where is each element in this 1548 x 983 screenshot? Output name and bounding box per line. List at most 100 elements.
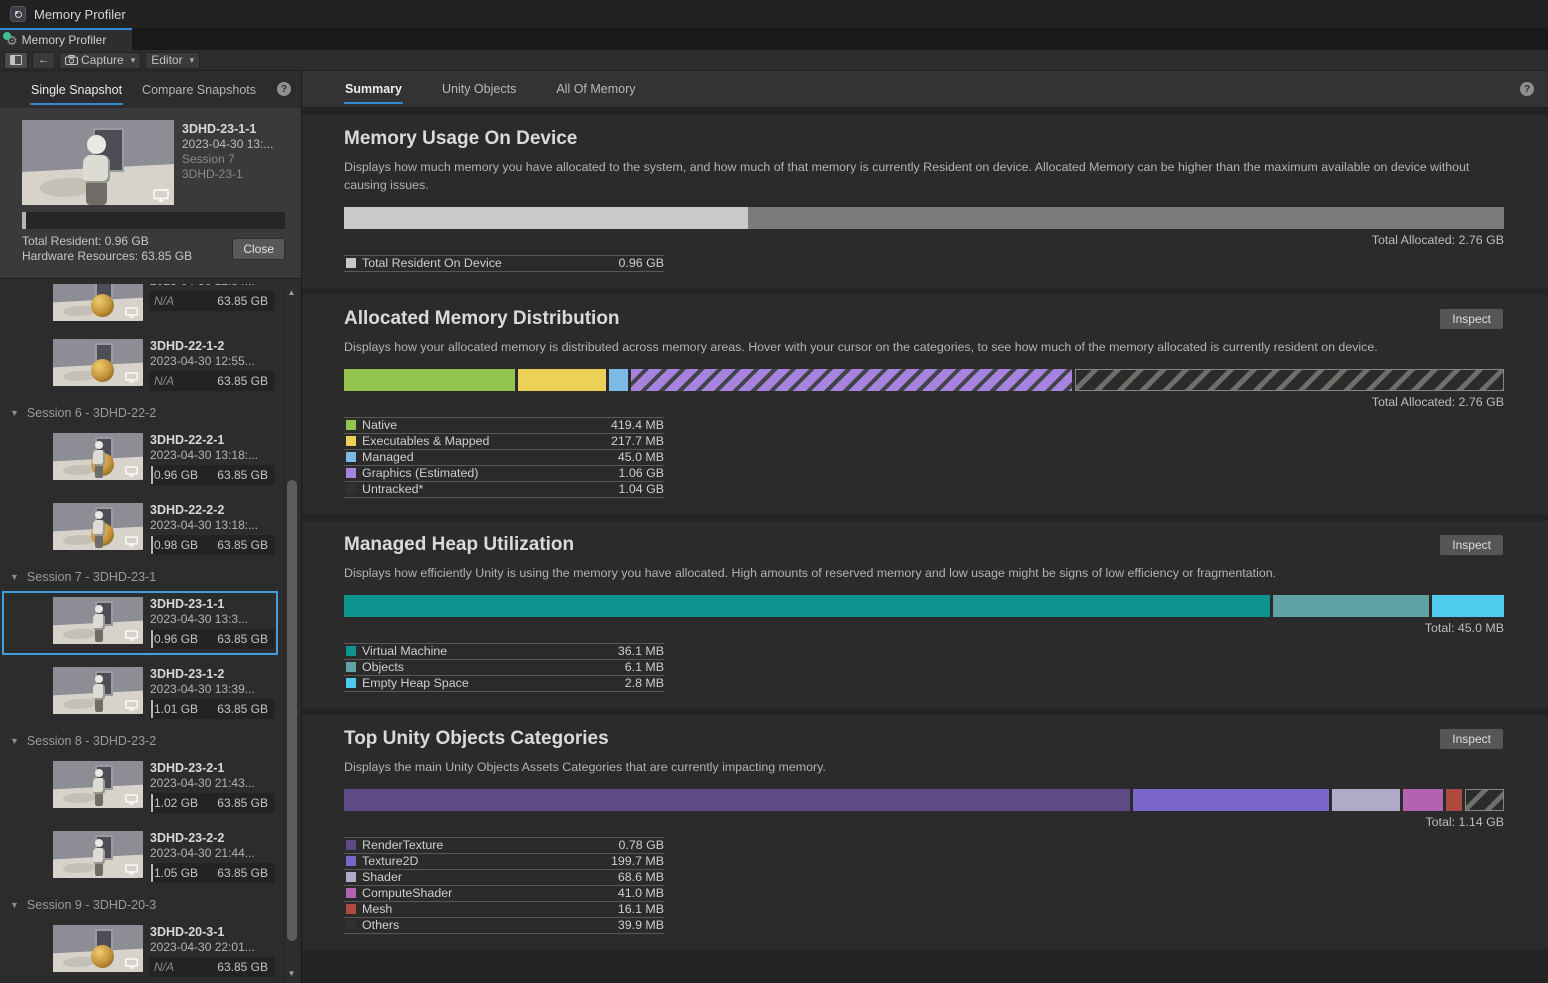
inspect-button[interactable]: Inspect: [1439, 533, 1504, 556]
snapshot-item[interactable]: 3DHD-22-1-2 2023-04-30 12:55... N/A 63.85 G…: [2, 333, 278, 397]
legend-row[interactable]: Native 419.4 MB: [344, 418, 664, 434]
bar-segment[interactable]: [1331, 788, 1400, 811]
snapshot-item[interactable]: 2023-04-30 12:54... N/A 63.85 GB: [2, 284, 278, 327]
snapshot-title: 3DHD-23-1-1: [182, 122, 257, 136]
legend-row[interactable]: ComputeShader 41.0 MB: [344, 886, 664, 902]
editor-target-dropdown[interactable]: Editor ▾: [145, 51, 201, 69]
snapshot-item[interactable]: 3DHD-22-2-2 2023-04-30 13:18:... 0.98 GB 63…: [2, 497, 278, 561]
bar-segment[interactable]: [344, 368, 515, 391]
tab-all-of-memory[interactable]: All Of Memory: [556, 82, 636, 96]
legend-value: 6.1 MB: [624, 660, 664, 675]
bar-segment[interactable]: [609, 368, 628, 391]
snapshot-title: 3DHD-22-2-2: [150, 503, 225, 517]
session-header[interactable]: ▼ Session 6 - 3DHD-22-2: [0, 403, 282, 425]
legend-row[interactable]: Texture2D 199.7 MB: [344, 854, 664, 870]
sidebar-scrollbar[interactable]: ▲ ▼: [284, 284, 298, 983]
legend-row[interactable]: Graphics (Estimated) 1.06 GB: [344, 466, 664, 482]
panel-toggle-icon: [10, 55, 22, 65]
sidebar-help-icon[interactable]: ?: [277, 82, 291, 96]
monitor-icon: [125, 630, 138, 641]
bar-segment[interactable]: [344, 206, 748, 229]
snapshot-thumbnail: [53, 761, 143, 808]
snapshot-title: 3DHD-23-2-1: [150, 761, 225, 775]
bar-segment[interactable]: [1432, 594, 1504, 617]
snapshot-memory-chip: N/A 63.85 GB: [150, 371, 274, 391]
legend-label: Texture2D: [362, 854, 419, 869]
legend-row[interactable]: Shader 68.6 MB: [344, 870, 664, 886]
bar-segment[interactable]: [344, 788, 1130, 811]
snapshot-item[interactable]: 3DHD-23-2-1 2023-04-30 21:43... 1.02 GB 63.…: [2, 755, 278, 819]
section-top-unity-objects-categories: Top Unity Objects Categories Inspect Dis…: [302, 714, 1548, 950]
legend-row[interactable]: RenderTexture 0.78 GB: [344, 838, 664, 854]
legend-label: Virtual Machine: [362, 644, 448, 659]
legend-row[interactable]: Managed 45.0 MB: [344, 450, 664, 466]
session-label: Session 8 - 3DHD-23-2: [26, 734, 157, 748]
snapshot-date: 2023-04-30 12:55...: [150, 354, 255, 368]
bar-segment[interactable]: [1464, 788, 1504, 811]
session-label: Session 7 - 3DHD-23-1: [26, 570, 157, 584]
bar-segment[interactable]: [1402, 788, 1443, 811]
main-help-icon[interactable]: ?: [1520, 82, 1534, 96]
session-header[interactable]: ▼ Session 9 - 3DHD-20-3: [0, 895, 282, 917]
capture-button[interactable]: Capture ▾: [59, 51, 142, 69]
main-panel: Summary Unity Objects All Of Memory ? Me…: [302, 71, 1548, 983]
snapshot-thumbnail: [53, 284, 143, 321]
inspect-button[interactable]: Inspect: [1439, 307, 1504, 330]
scroll-down-icon[interactable]: ▼: [287, 969, 296, 978]
monitor-icon: [125, 536, 138, 547]
legend-row[interactable]: Mesh 16.1 MB: [344, 902, 664, 918]
scroll-up-icon[interactable]: ▲: [287, 288, 296, 297]
legend-row[interactable]: Executables & Mapped 217.7 MB: [344, 434, 664, 450]
session-header[interactable]: ▼ Session 7 - 3DHD-23-1: [0, 567, 282, 589]
legend-row[interactable]: Total Resident On Device 0.96 GB: [344, 256, 664, 272]
bar-segment[interactable]: [1132, 788, 1329, 811]
chevron-down-icon: ▾: [130, 54, 136, 65]
bar-segment[interactable]: [1075, 368, 1504, 391]
import-snapshot-button[interactable]: ←: [32, 51, 55, 69]
snapshot-thumbnail: [53, 667, 143, 714]
bar-total-label: Total Allocated: 2.76 GB: [1371, 394, 1504, 409]
legend-row[interactable]: Others 39.9 MB: [344, 918, 664, 934]
snapshot-session: Session 7: [182, 152, 235, 166]
tab-single-snapshot[interactable]: Single Snapshot: [30, 72, 124, 108]
details-panel-toggle-button[interactable]: [4, 51, 28, 69]
collapse-arrow-icon: ▼: [10, 572, 19, 582]
inspect-button[interactable]: Inspect: [1439, 727, 1504, 750]
legend-value: 16.1 MB: [617, 902, 664, 917]
chevron-down-icon: ▾: [189, 54, 195, 65]
legend-label: RenderTexture: [362, 838, 444, 853]
tab-summary[interactable]: Summary: [344, 71, 403, 107]
section-description: Displays how your allocated memory is di…: [344, 339, 1378, 354]
legend-value: 217.7 MB: [610, 434, 664, 449]
snapshot-item[interactable]: 3DHD-20-3-1 2023-04-30 22:01... N/A 63.85 G…: [2, 919, 278, 983]
bar-segment[interactable]: [344, 594, 1270, 617]
legend-label: Shader: [362, 870, 402, 885]
bar-segment[interactable]: [1445, 788, 1462, 811]
legend-row[interactable]: Objects 6.1 MB: [344, 660, 664, 676]
snapshot-memory-chip: N/A 63.85 GB: [150, 957, 274, 977]
summary-sections: Memory Usage On Device Displays how much…: [302, 108, 1548, 983]
snapshot-thumbnail: [53, 831, 143, 878]
session-header[interactable]: ▼ Session 8 - 3DHD-23-2: [0, 731, 282, 753]
snapshot-item[interactable]: 3DHD-23-1-1 2023-04-30 13:3... 0.96 GB 63.8…: [2, 591, 278, 655]
legend-table: Native 419.4 MB Executables & Mapped 217.7 …: [344, 416, 664, 498]
legend-row[interactable]: Untracked* 1.04 GB: [344, 482, 664, 498]
tab-unity-objects[interactable]: Unity Objects: [441, 82, 517, 96]
snapshot-item[interactable]: 3DHD-23-1-2 2023-04-30 13:39... 1.01 GB 63.…: [2, 661, 278, 725]
legend-label: Graphics (Estimated): [362, 466, 479, 481]
snapshot-item[interactable]: 3DHD-23-2-2 2023-04-30 21:44... 1.05 GB 63.…: [2, 825, 278, 889]
snapshot-item[interactable]: 3DHD-22-2-1 2023-04-30 13:18:... 0.96 GB 63…: [2, 427, 278, 491]
close-snapshot-button[interactable]: Close: [232, 238, 285, 260]
legend-row[interactable]: Empty Heap Space 2.8 MB: [344, 676, 664, 692]
bar-segment[interactable]: [517, 368, 607, 391]
legend-swatch-icon: [346, 856, 356, 867]
tab-compare-snapshots[interactable]: Compare Snapshots: [142, 82, 256, 97]
scrollbar-thumb[interactable]: [287, 479, 297, 942]
legend-value: 2.8 MB: [624, 676, 664, 691]
resident-mini-bar: [151, 630, 153, 648]
bar-segment[interactable]: [1272, 594, 1430, 617]
legend-row[interactable]: Virtual Machine 36.1 MB: [344, 644, 664, 660]
memory-profiler-doc-tab[interactable]: ⚙ Memory Profiler: [0, 28, 132, 50]
bar-segment[interactable]: [630, 368, 1073, 391]
snapshot-title: 3DHD-23-1-2: [150, 667, 225, 681]
